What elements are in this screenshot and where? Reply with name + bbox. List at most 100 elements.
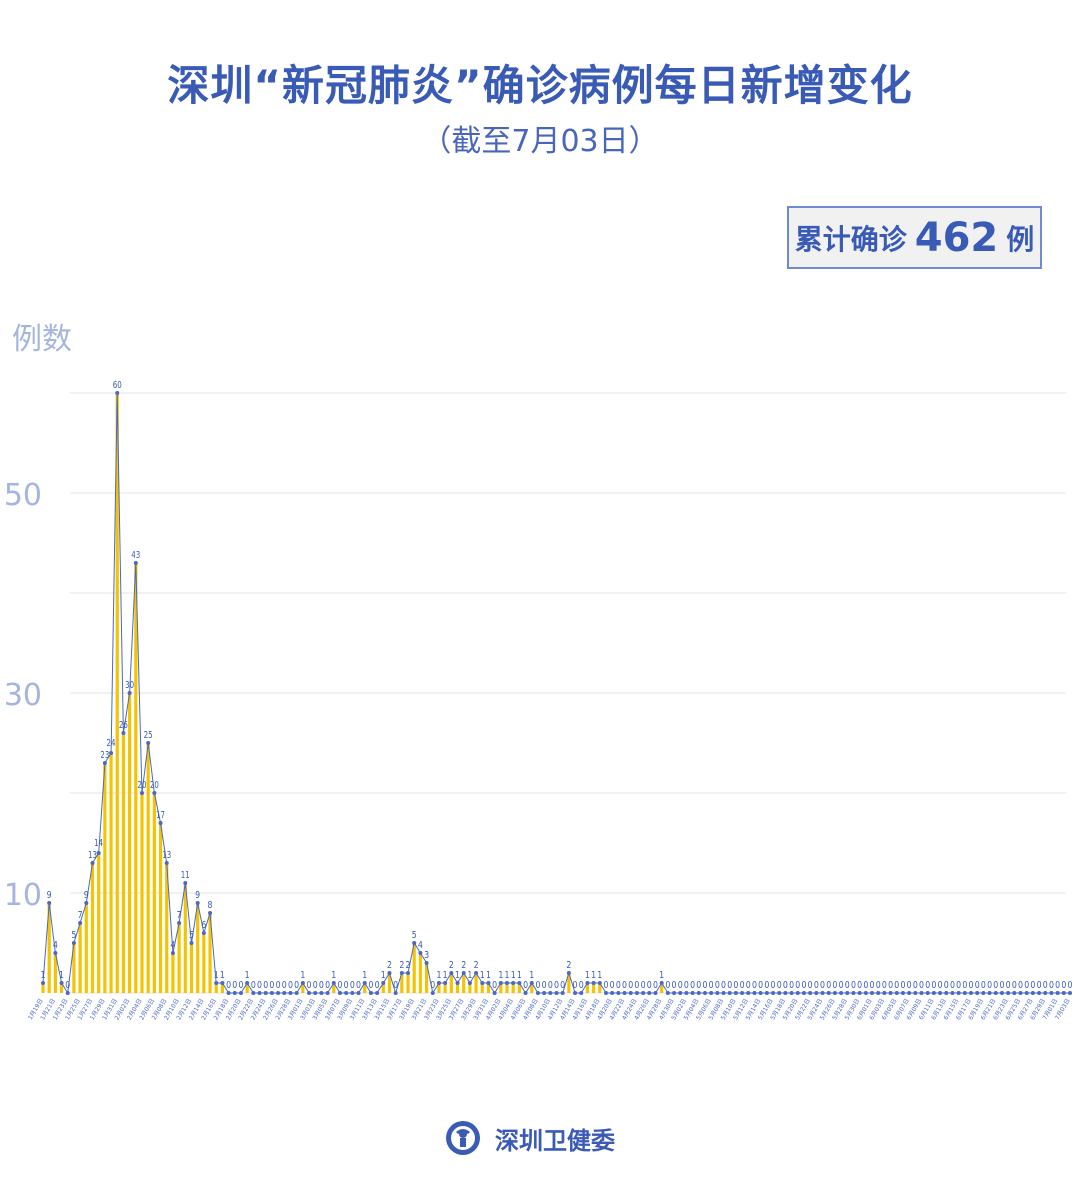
data-label: 0	[313, 980, 318, 991]
data-label: 0	[653, 980, 658, 991]
data-point	[585, 981, 590, 985]
bar	[41, 983, 45, 993]
bar	[480, 983, 484, 993]
data-point	[622, 991, 627, 995]
data-label: 0	[962, 980, 967, 991]
data-label: 1	[436, 970, 441, 981]
data-label: 4	[53, 940, 58, 951]
data-label: 0	[758, 980, 763, 991]
data-label: 0	[492, 980, 497, 991]
bar	[78, 923, 82, 993]
data-point	[653, 991, 658, 995]
data-label: 0	[65, 980, 70, 991]
data-point	[146, 741, 151, 745]
bar	[530, 983, 534, 993]
bar	[443, 983, 447, 993]
data-point	[696, 991, 701, 995]
data-label: 1	[511, 970, 516, 981]
data-point	[65, 991, 70, 995]
data-label: 1	[455, 970, 460, 981]
data-point	[721, 991, 726, 995]
data-point	[41, 981, 45, 985]
bar	[455, 983, 460, 993]
data-label: 1	[381, 970, 386, 981]
data-label: 0	[319, 980, 324, 991]
data-label: 0	[684, 980, 689, 991]
data-label: 3	[424, 950, 429, 961]
y-axis-label: 例数	[12, 322, 72, 357]
data-label: 1	[41, 970, 46, 981]
data-point	[566, 971, 571, 975]
data-point	[59, 981, 64, 985]
data-label: 0	[752, 980, 757, 991]
data-point	[486, 981, 491, 985]
data-point	[263, 991, 268, 995]
bar	[511, 983, 515, 993]
data-label: 0	[740, 980, 745, 991]
data-label: 8	[208, 900, 213, 911]
data-point	[758, 991, 763, 995]
data-point	[449, 971, 454, 975]
data-label: 0	[263, 980, 268, 991]
data-label: 0	[907, 980, 912, 991]
data-label: 0	[999, 980, 1004, 991]
data-label: 4	[418, 940, 423, 951]
data-point	[634, 991, 639, 995]
data-label: 0	[845, 980, 850, 991]
data-point	[152, 791, 157, 795]
data-point	[319, 991, 324, 995]
bar	[381, 983, 385, 993]
data-point	[690, 991, 695, 995]
total-value: 462	[914, 214, 999, 261]
data-point	[641, 991, 646, 995]
data-point	[78, 921, 83, 925]
data-point	[399, 971, 404, 975]
data-label: 0	[641, 980, 646, 991]
data-point	[214, 981, 219, 985]
data-label: 0	[368, 980, 373, 991]
data-label: 0	[870, 980, 875, 991]
data-label: 1	[220, 970, 225, 981]
data-label: 14	[94, 838, 103, 849]
bar	[152, 793, 156, 993]
data-label: 1	[498, 970, 503, 981]
data-point	[406, 971, 411, 975]
data-point	[158, 821, 163, 825]
bar	[146, 743, 150, 993]
data-point	[993, 991, 998, 995]
bar	[387, 973, 392, 993]
data-label: 0	[900, 980, 905, 991]
data-label: 2	[406, 960, 411, 971]
data-label: 0	[690, 980, 695, 991]
data-label: 17	[156, 810, 165, 821]
daily-cases-chart: 1030501941057913142324602630432025201713…	[4, 380, 1073, 1021]
data-point	[102, 761, 107, 765]
bar	[84, 903, 88, 993]
data-label: 0	[993, 980, 998, 991]
data-point	[591, 981, 596, 985]
data-label: 0	[1061, 980, 1066, 991]
data-point	[1043, 991, 1048, 995]
data-point	[981, 991, 986, 995]
bar	[189, 943, 194, 993]
data-label: 5	[71, 930, 76, 941]
data-point	[814, 991, 819, 995]
data-label: 0	[851, 980, 856, 991]
data-point	[715, 991, 720, 995]
data-label: 0	[325, 980, 330, 991]
data-point	[288, 991, 293, 995]
data-label: 0	[857, 980, 862, 991]
data-point	[474, 971, 479, 975]
data-point	[195, 901, 200, 905]
bar	[449, 973, 453, 993]
bar	[499, 983, 503, 993]
data-label: 1	[659, 970, 664, 981]
data-point	[375, 991, 380, 995]
data-point	[109, 751, 114, 755]
data-label: 0	[276, 980, 281, 991]
bar	[462, 973, 466, 993]
data-point	[727, 991, 732, 995]
data-label: 0	[777, 980, 782, 991]
bar	[72, 943, 76, 993]
data-label: 0	[548, 980, 553, 991]
